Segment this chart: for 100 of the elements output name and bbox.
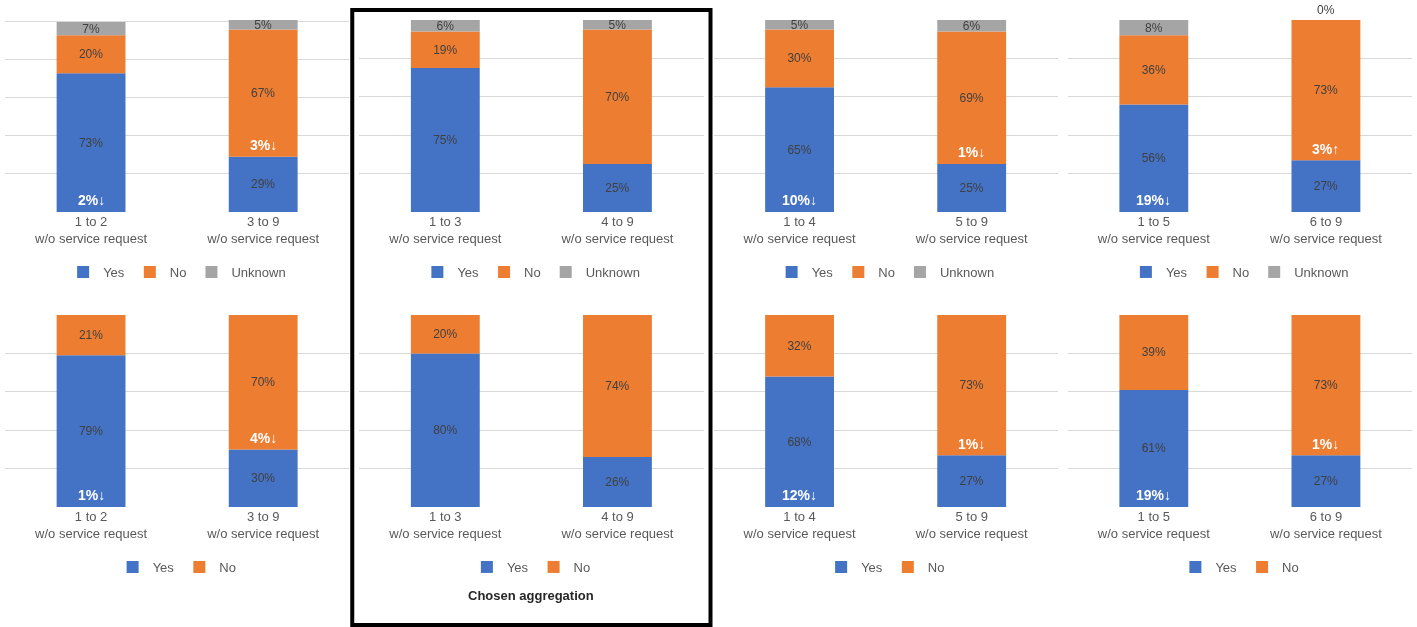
data-label: 73% <box>1313 378 1339 393</box>
bar <box>765 87 834 212</box>
bar <box>410 68 480 212</box>
data-label: 68% <box>787 434 812 449</box>
data-label: 26% <box>605 475 630 490</box>
bar <box>937 20 1007 32</box>
data-label: 27% <box>1313 474 1339 489</box>
bar <box>56 35 126 74</box>
data-label: 73% <box>959 378 984 393</box>
x-tick-label: 1 to 3 w/o service request <box>388 214 502 246</box>
legend-label: Yes <box>506 560 529 576</box>
data-label: 61% <box>1141 441 1166 456</box>
bar <box>583 29 652 164</box>
data-label: 70% <box>251 375 276 390</box>
legend-label: No <box>1232 265 1250 281</box>
legend-label: Yes <box>152 560 175 576</box>
bar <box>583 164 652 212</box>
data-label: 56% <box>1141 151 1166 166</box>
x-axis-title: Chosen aggregation <box>468 588 594 603</box>
x-tick-label: 4 to 9 w/o service request <box>560 214 674 246</box>
data-label: 36% <box>1141 62 1166 77</box>
annotation: 1%↓ <box>958 436 986 452</box>
annotation: 10%↓ <box>782 192 818 208</box>
x-tick-label: 4 to 9 w/o service request <box>560 509 674 541</box>
data-label: 30% <box>787 51 812 66</box>
legend-label: Yes <box>811 265 834 281</box>
x-tick-label: 1 to 2 w/o service request <box>34 214 148 246</box>
legend-label: No <box>169 265 187 281</box>
legend-label: Yes <box>1215 560 1238 576</box>
x-tick-label: 1 to 5 w/o service request <box>1096 214 1211 246</box>
x-tick-label: 6 to 9 w/o service request <box>1268 509 1383 541</box>
data-label: 69% <box>959 90 984 105</box>
data-label: 30% <box>251 471 276 486</box>
data-label: 29% <box>251 177 276 192</box>
bar <box>1119 35 1189 105</box>
data-label: 25% <box>959 181 984 195</box>
bar <box>410 31 480 68</box>
annotation: 19%↓ <box>1136 487 1172 503</box>
annotation: 19%↓ <box>1136 192 1172 208</box>
legend-label: Yes <box>1165 265 1188 281</box>
legend-label: No <box>878 265 895 281</box>
x-tick-label: 6 to 9 w/o service request <box>1268 214 1383 246</box>
data-label: 74% <box>605 379 630 394</box>
annotation: 1%↓ <box>78 487 106 503</box>
data-label: 73% <box>78 135 104 150</box>
bar <box>1291 160 1361 212</box>
data-label: 6% <box>962 18 981 33</box>
data-label: 8% <box>1144 20 1163 35</box>
legend-label: Unknown <box>939 265 995 281</box>
bar <box>228 156 298 212</box>
data-label: 7% <box>82 21 100 36</box>
legend-label: No <box>1282 560 1299 576</box>
bar <box>937 31 1007 164</box>
data-label: 21% <box>78 328 104 343</box>
bar <box>937 164 1007 212</box>
legend-label: Yes <box>103 265 125 281</box>
legend-label: No <box>573 560 591 576</box>
data-label: 27% <box>959 474 984 489</box>
data-label: 70% <box>605 89 630 104</box>
bar <box>765 29 834 88</box>
annotation: 3%↑ <box>1312 141 1340 157</box>
x-tick-label: 1 to 5 w/o service request <box>1096 509 1211 541</box>
annotation: 3%↓ <box>250 137 278 153</box>
x-tick-label: 1 to 4 w/o service request <box>742 509 856 541</box>
legend-label: No <box>927 560 945 576</box>
annotation: 12%↓ <box>782 487 818 503</box>
legend-label: Unknown <box>1294 265 1349 281</box>
x-tick-label: 1 to 2 w/o service request <box>34 509 148 541</box>
data-label: 25% <box>605 181 630 195</box>
data-label: 39% <box>1141 345 1166 360</box>
data-label: 20% <box>78 47 104 62</box>
annotation: 2%↓ <box>78 192 106 208</box>
data-label: 5% <box>608 17 627 32</box>
x-tick-label: 5 to 9 w/o service request <box>914 509 1029 541</box>
legend-label: Yes <box>457 265 480 281</box>
legend-label: Unknown <box>585 265 640 281</box>
annotation: 1%↓ <box>958 144 986 160</box>
data-label: 6% <box>436 18 455 33</box>
x-tick-label: 5 to 9 w/o service request <box>914 214 1029 246</box>
bar <box>410 20 480 32</box>
legend-label: Yes <box>861 560 883 576</box>
bar <box>228 29 298 157</box>
bar <box>1291 20 1361 161</box>
data-label: 65% <box>787 142 812 157</box>
data-label: 79% <box>78 424 104 439</box>
bar <box>56 73 126 212</box>
x-tick-label: 3 to 9 w/o service request <box>206 214 320 246</box>
data-label: 5% <box>254 17 273 32</box>
data-label: 19% <box>433 42 458 57</box>
data-label: 67% <box>251 86 276 101</box>
data-label: 27% <box>1313 179 1339 194</box>
data-label: 0% <box>1317 3 1335 17</box>
annotation: 4%↓ <box>250 430 278 446</box>
bar <box>1119 104 1189 212</box>
legend-label: Unknown <box>231 265 286 281</box>
data-label: 73% <box>1313 83 1339 98</box>
data-label: 5% <box>790 17 809 32</box>
x-tick-label: 1 to 3 w/o service request <box>388 509 502 541</box>
annotation: 1%↓ <box>1312 436 1340 452</box>
x-tick-label: 1 to 4 w/o service request <box>742 214 856 246</box>
